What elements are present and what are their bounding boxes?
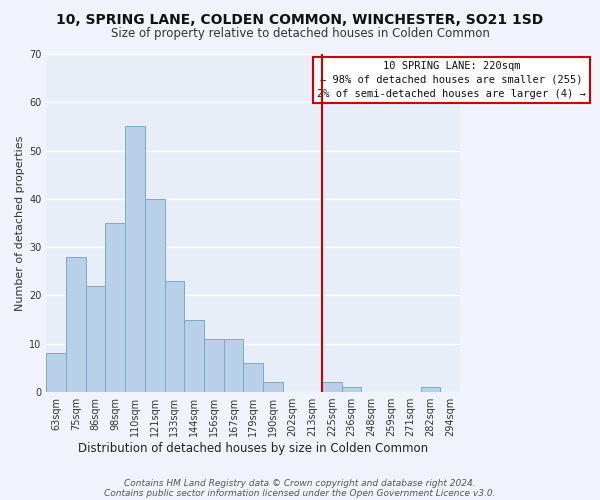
Bar [184, 320, 204, 392]
Bar [66, 257, 86, 392]
Bar [164, 281, 184, 392]
Text: 10 SPRING LANE: 220sqm
← 98% of detached houses are smaller (255)
2% of semi-det: 10 SPRING LANE: 220sqm ← 98% of detached… [317, 61, 586, 99]
Text: Contains HM Land Registry data © Crown copyright and database right 2024.: Contains HM Land Registry data © Crown c… [124, 478, 476, 488]
Bar [342, 388, 361, 392]
X-axis label: Distribution of detached houses by size in Colden Common: Distribution of detached houses by size … [78, 442, 428, 455]
Y-axis label: Number of detached properties: Number of detached properties [15, 136, 25, 310]
Text: Contains public sector information licensed under the Open Government Licence v3: Contains public sector information licen… [104, 488, 496, 498]
Bar [322, 382, 342, 392]
Bar [244, 363, 263, 392]
Bar [86, 286, 106, 392]
Bar [125, 126, 145, 392]
Bar [224, 339, 244, 392]
Bar [421, 388, 440, 392]
Bar [145, 199, 164, 392]
Bar [263, 382, 283, 392]
Bar [204, 339, 224, 392]
Text: Size of property relative to detached houses in Colden Common: Size of property relative to detached ho… [110, 28, 490, 40]
Bar [106, 223, 125, 392]
Bar [46, 354, 66, 392]
Text: 10, SPRING LANE, COLDEN COMMON, WINCHESTER, SO21 1SD: 10, SPRING LANE, COLDEN COMMON, WINCHEST… [56, 12, 544, 26]
